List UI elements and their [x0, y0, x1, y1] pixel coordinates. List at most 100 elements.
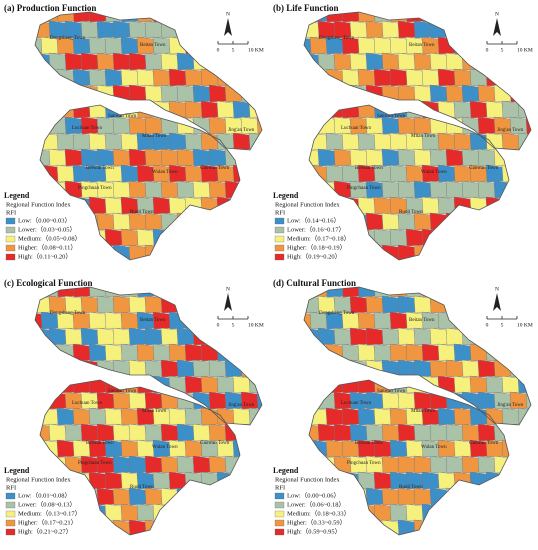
- region: [88, 503, 108, 522]
- region: [200, 12, 220, 23]
- region: [317, 116, 337, 135]
- region: [429, 519, 449, 535]
- region: [381, 116, 401, 135]
- region: [193, 277, 211, 294]
- region: [381, 455, 401, 474]
- outline: [39, 379, 241, 536]
- region: [405, 68, 425, 87]
- region: [517, 375, 531, 394]
- region: [517, 287, 531, 298]
- region: [309, 164, 329, 183]
- region: [413, 148, 433, 167]
- region: [217, 536, 235, 550]
- scale-label: 5: [501, 47, 504, 53]
- region: [289, 21, 307, 38]
- outline: [308, 104, 510, 261]
- region: [56, 343, 76, 362]
- region: [88, 375, 108, 394]
- region: [35, 36, 44, 55]
- region: [317, 391, 337, 410]
- region: [509, 148, 529, 167]
- region: [357, 36, 377, 55]
- region: [232, 196, 252, 215]
- region: [40, 375, 60, 394]
- town-label: Mitan Town: [411, 134, 436, 139]
- region: [96, 423, 116, 442]
- region: [445, 180, 465, 199]
- region: [461, 52, 481, 71]
- region: [208, 519, 228, 535]
- town-label: Ruoli Town: [399, 485, 423, 490]
- region: [112, 327, 132, 346]
- region: [534, 376, 538, 393]
- region: [240, 212, 260, 231]
- region: [35, 84, 52, 103]
- panel-title: (d) Cultural Function: [273, 278, 356, 288]
- region: [469, 196, 489, 215]
- region: [112, 212, 132, 231]
- region: [35, 68, 44, 87]
- region: [289, 117, 307, 134]
- region: [64, 52, 84, 71]
- town-label: Beitan Town: [140, 43, 166, 48]
- map-panel: Dongsheng Town Beitan Town Jing'an Town San…: [4, 278, 307, 550]
- region: [112, 455, 132, 474]
- region: [517, 471, 531, 490]
- region: [389, 503, 409, 522]
- region: [273, 328, 291, 345]
- region: [184, 471, 204, 490]
- legend-swatch: [5, 235, 16, 243]
- region: [232, 287, 252, 298]
- region: [153, 536, 171, 550]
- region: [192, 455, 212, 474]
- region: [381, 423, 401, 442]
- legend-subtitle: Regional Function Index: [275, 476, 340, 483]
- region: [493, 519, 513, 535]
- town-label: Pingchuan Town: [347, 186, 381, 191]
- region: [509, 244, 529, 260]
- region: [304, 116, 321, 135]
- outline: [39, 104, 241, 261]
- region: [281, 165, 299, 182]
- region: [309, 375, 329, 394]
- region: [501, 132, 521, 151]
- region: [48, 327, 68, 346]
- region: [429, 487, 449, 506]
- region: [445, 327, 465, 346]
- region: [248, 68, 262, 87]
- region: [534, 133, 538, 150]
- region: [105, 261, 123, 278]
- region: [373, 471, 393, 490]
- region: [305, 85, 323, 102]
- region: [89, 261, 107, 278]
- region: [349, 359, 369, 378]
- region: [517, 228, 531, 247]
- region: [413, 391, 433, 410]
- region: [184, 132, 204, 151]
- region: [477, 52, 497, 71]
- region: [493, 180, 513, 199]
- region: [429, 116, 449, 135]
- region: [289, 296, 307, 313]
- region: [453, 375, 473, 394]
- region: [289, 392, 307, 409]
- region: [477, 180, 497, 199]
- legend-item: Low:（0.14~0.16）: [287, 216, 340, 224]
- region: [144, 455, 164, 474]
- region: [501, 343, 521, 362]
- region: [373, 12, 393, 23]
- region: [429, 244, 449, 260]
- region: [525, 116, 531, 135]
- region: [477, 519, 497, 535]
- region: [265, 261, 283, 278]
- region: [333, 359, 353, 378]
- region: [510, 277, 528, 294]
- region: [373, 228, 393, 247]
- region: [48, 423, 68, 442]
- town-label: Jing'an Town: [228, 128, 255, 133]
- region: [192, 487, 212, 506]
- region: [461, 519, 481, 535]
- region: [304, 68, 313, 87]
- region: [373, 311, 393, 330]
- region: [438, 261, 456, 278]
